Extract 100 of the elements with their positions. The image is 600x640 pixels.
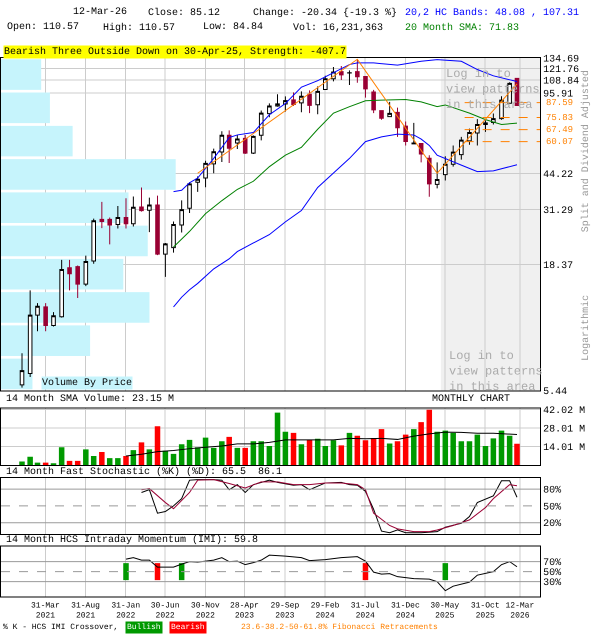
bar [138,442,144,466]
y-tick-label: 134.69 [543,54,580,66]
chart-title: 14 Month Fast Stochastic (%K) (%D): 65.5 86.1 [6,466,282,478]
bar [274,412,280,466]
x-tick-label: 30-Nov 2022 [190,601,220,621]
candlestick [147,197,152,233]
bar [178,444,184,466]
x-tick-label: 31-Jan 2022 [111,601,140,621]
bar [106,458,112,466]
bar [370,438,376,466]
text: 12-Mar-26 [73,7,128,18]
x-tick-label: 30-Jun 2022 [150,601,180,621]
bar [42,462,48,466]
bar [250,441,256,466]
ref-line-label: 60.07 [546,137,574,147]
y-tick-label: 20% [543,519,562,530]
bar [506,436,512,466]
bar [474,434,480,466]
bar [194,447,200,466]
bar [354,436,360,466]
x-tick-label: 29-Feb 2024 [310,601,340,621]
bar [130,450,136,466]
bar [458,441,464,466]
candlestick [395,107,400,138]
bar [442,430,448,466]
text: % K - HCS IMI Crossover, [3,623,118,632]
candlestick [291,92,296,107]
candlestick [124,198,128,229]
candlestick [28,290,32,378]
candlestick [179,200,184,234]
candlestick [91,218,96,264]
text: Logarithmic [580,294,592,361]
text: Volume By Price [42,377,132,389]
bar [418,422,424,466]
text: 23.6-38.2-50-61.8% Fibonacci Retracements [241,623,438,632]
text: 20,2 HC Bands: 48.08 , 107.31 [405,7,580,19]
candlestick [355,58,360,84]
candlestick [267,102,272,118]
ref-line-label: 75.83 [546,113,574,123]
candlestick [251,134,256,155]
x-tick-label: 29-Sep 2023 [270,601,300,621]
bar [1,126,73,156]
candlestick [363,76,368,98]
candlestick [220,130,224,162]
bar [123,456,129,466]
candlestick [35,302,40,332]
text: Bearish [171,623,205,632]
bar [466,441,472,466]
bar [74,460,80,466]
text: Vol: 16,231,363 [293,22,384,34]
candlestick [139,187,144,212]
y-tick-label: 50% [543,502,562,514]
y-tick-label: 30% [543,578,562,590]
candlestick [315,86,320,115]
bar [258,441,264,466]
bar [242,448,248,466]
bar [186,440,192,466]
candlestick [195,176,200,192]
x-tick-label: 28-Apr 2023 [230,601,260,621]
text: Change: -20.34 {-19.3 %} [253,7,398,19]
bar [298,444,304,466]
bar [346,432,352,466]
y-tick-label: 42.02 M [543,406,586,418]
candlestick [426,154,432,198]
x-tick-label: 31-Aug 2021 [71,601,100,621]
bar [386,444,392,466]
y-tick-label: 14.01 M [543,443,586,454]
bar [290,432,296,466]
candlestick [387,101,392,118]
candlestick [51,312,56,327]
chart-title: Bearish Three Outside Down on 30-Apr-25, Strength: -407.7 [4,46,346,58]
text: Low: 84.84 [203,22,264,33]
y-tick-label: 50% [543,568,562,580]
bar [498,430,504,466]
bar [514,444,520,466]
x-tick-label: 31-Dec 2024 [390,601,420,621]
bar [146,449,152,466]
y-tick-label: 108.84 [543,76,580,88]
candlestick [371,89,376,114]
bar [162,450,168,466]
candlestick [43,302,48,332]
candlestick [411,122,416,145]
bar [306,440,312,466]
candlestick [187,182,192,214]
candlestick [434,162,440,189]
chart-title: 14 Month HCS Intraday Momentum (IMI): 59.8 [6,534,258,546]
x-tick-label: 30-May 2025 [430,601,460,621]
ref-line-label: 67.49 [546,125,574,135]
bar [202,438,208,466]
bar [394,441,400,466]
y-tick-label: 80% [543,486,562,497]
candlestick [100,201,104,229]
bar [282,432,288,466]
y-tick-label: 121.76 [543,64,580,76]
bar [411,429,417,466]
candlestick [242,134,248,155]
bar [154,426,160,466]
ref-line-label: 87.59 [546,98,574,108]
text: 20 Month SMA: 71.83 [405,22,520,34]
bar [58,447,64,466]
